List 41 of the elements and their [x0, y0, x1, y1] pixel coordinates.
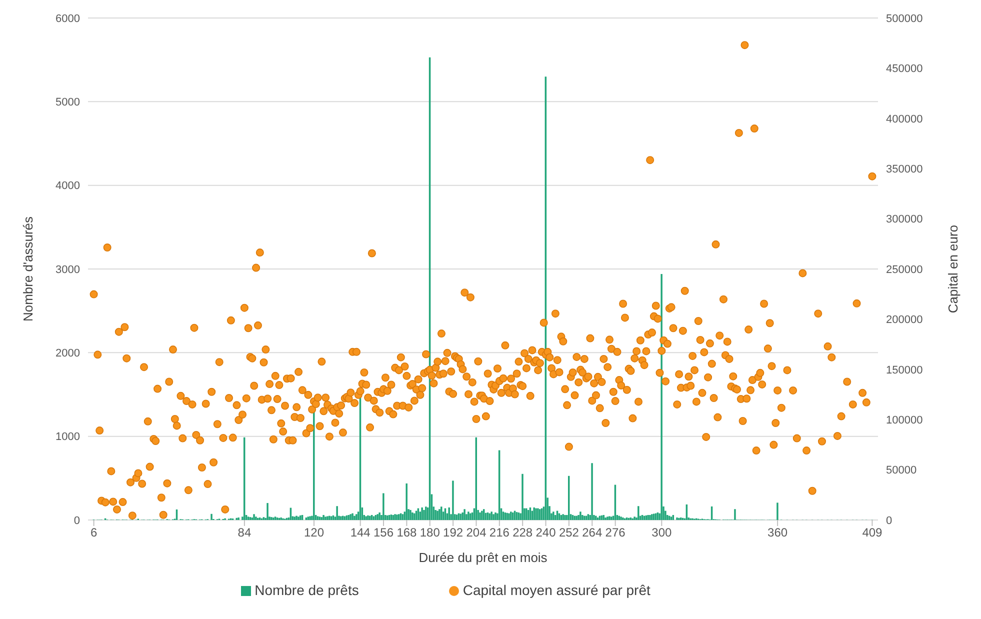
y2-tick-label: 50000 — [886, 464, 917, 477]
x-tick-label: 252 — [558, 526, 580, 540]
x-tick-label: 240 — [536, 526, 556, 540]
y2-axis-title: Capital en euro — [946, 224, 961, 314]
y2-tick-label: 500000 — [886, 12, 923, 25]
y-tick-label: 3000 — [56, 264, 80, 276]
x-tick-label: 144 — [350, 526, 371, 540]
x-tick-label: 168 — [396, 526, 418, 540]
legend-label: Nombre de prêts — [254, 582, 359, 598]
x-tick-label: 228 — [512, 526, 533, 540]
x-tick-label: 6 — [90, 526, 98, 540]
y2-tick-label: 100000 — [886, 414, 923, 427]
y-tick-label: 5000 — [56, 96, 80, 109]
y2-tick-label: 350000 — [886, 164, 923, 176]
y-tick-label: 4000 — [56, 180, 80, 192]
y-tick-label: 0 — [74, 514, 80, 527]
x-tick-label: 409 — [862, 526, 883, 540]
y-tick-label: 6000 — [56, 12, 80, 25]
y2-tick-label: 450000 — [886, 63, 923, 76]
y2-tick-label: 400000 — [886, 113, 923, 126]
y-tick-label: 2000 — [56, 348, 80, 360]
x-axis-title: Durée du prêt en mois — [418, 550, 548, 565]
y2-tick-label: 200000 — [886, 314, 923, 326]
y2-tick-label: 150000 — [886, 364, 923, 376]
x-tick-label: 276 — [605, 526, 626, 540]
x-tick-label: 180 — [420, 526, 440, 540]
y2-tick-label: 0 — [886, 514, 892, 527]
x-tick-label: 300 — [652, 526, 672, 540]
y2-tick-label: 300000 — [886, 214, 923, 226]
y2-tick-label: 250000 — [886, 264, 923, 276]
x-tick-label: 360 — [768, 526, 788, 540]
x-tick-label: 84 — [238, 526, 252, 540]
x-tick-label: 264 — [582, 526, 602, 540]
x-tick-label: 120 — [304, 526, 324, 540]
x-tick-label: 204 — [466, 526, 487, 540]
x-tick-label: 192 — [443, 526, 464, 540]
legend-label: Capital moyen assuré par prêt — [462, 582, 650, 598]
x-tick-label: 156 — [374, 526, 394, 540]
y-axis-title: Nombre d'assurés — [20, 216, 36, 322]
y-tick-label: 1000 — [56, 431, 80, 444]
x-tick-label: 216 — [489, 526, 510, 540]
